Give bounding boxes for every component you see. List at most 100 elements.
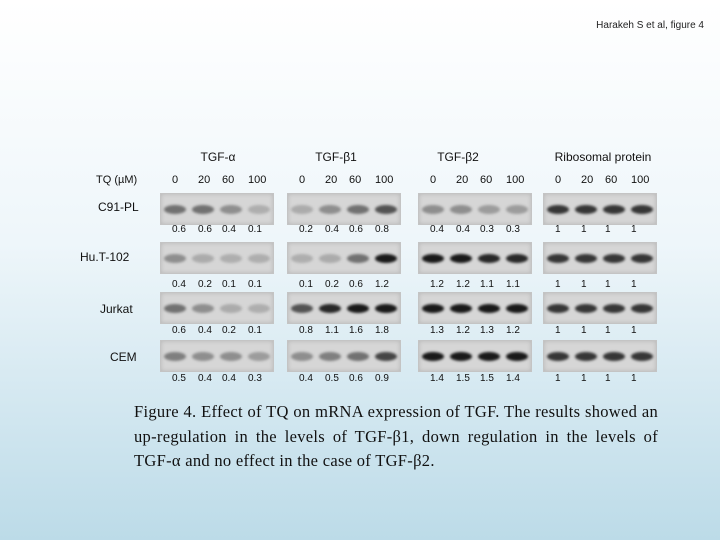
densitometry-value: 0.4 [198,325,212,336]
blot-band [291,303,313,313]
blot-band [422,351,444,361]
blot-band [164,351,186,361]
blot-band [631,253,653,263]
densitometry-value: 0.4 [299,373,313,384]
blot-band [192,253,214,263]
blot-band [375,204,397,214]
blot-band [291,204,313,214]
densitometry-value: 0.1 [248,325,262,336]
blot-image [160,292,274,324]
blot-image [418,292,532,324]
blot-band [450,204,472,214]
blot-band [319,204,341,214]
densitometry-value: 0.4 [222,224,236,235]
blot-band [220,351,242,361]
blot-band [319,253,341,263]
blot-band [575,351,597,361]
cell-line-label: CEM [110,350,137,364]
blot-band [347,253,369,263]
blot-band [506,253,528,263]
concentration-label: 0 [555,174,562,186]
concentration-label: 60 [480,174,493,186]
densitometry-value: 1.6 [349,325,363,336]
densitometry-value: 0.4 [456,224,470,235]
densitometry-value: 1 [631,279,637,290]
concentration-label: 60 [222,174,235,186]
column-title: Ribosomal protein [554,150,652,164]
blot-band [347,303,369,313]
densitometry-value: 1 [555,279,561,290]
blot-image [287,242,401,274]
blot-band [347,204,369,214]
densitometry-value: 0.6 [198,224,212,235]
blot-band [631,204,653,214]
densitometry-value: 0.1 [222,279,236,290]
densitometry-value: 1 [631,325,637,336]
blot-band [547,204,569,214]
densitometry-value: 1 [581,279,587,290]
densitometry-value: 1.2 [506,325,520,336]
densitometry-value: 1.2 [456,325,470,336]
blot-image [543,242,657,274]
blot-band [319,303,341,313]
blot-band [506,204,528,214]
blot-band [220,303,242,313]
blot-image [418,340,532,372]
blot-band [603,253,625,263]
blot-band [450,351,472,361]
densitometry-value: 1.2 [375,279,389,290]
concentration-label: 0 [430,174,437,186]
densitometry-value: 1 [631,224,637,235]
densitometry-value: 0.6 [349,224,363,235]
blot-band [422,303,444,313]
densitometry-value: 0.8 [375,224,389,235]
blot-image [418,193,532,225]
blot-band [631,303,653,313]
blot-image [160,193,274,225]
blot-band [248,303,270,313]
densitometry-value: 0.3 [506,224,520,235]
densitometry-value: 0.2 [198,279,212,290]
blot-image [160,340,274,372]
densitometry-value: 1 [631,373,637,384]
blot-image [287,340,401,372]
densitometry-value: 0.6 [349,279,363,290]
blot-band [603,351,625,361]
blot-band [450,303,472,313]
densitometry-value: 1.2 [456,279,470,290]
blot-band [478,351,500,361]
cell-line-label: Jurkat [100,302,133,316]
blot-band [220,253,242,263]
densitometry-value: 0.3 [480,224,494,235]
concentration-label: 20 [456,174,469,186]
blot-band [478,253,500,263]
blot-band [603,303,625,313]
blot-band [291,253,313,263]
densitometry-value: 1.3 [430,325,444,336]
densitometry-value: 0.5 [172,373,186,384]
densitometry-value: 1 [555,325,561,336]
blot-band [192,351,214,361]
densitometry-value: 1.1 [325,325,339,336]
concentration-label: 100 [631,174,650,186]
concentration-label: 100 [248,174,267,186]
densitometry-value: 1.4 [430,373,444,384]
concentration-label: 0 [299,174,306,186]
blot-band [506,303,528,313]
densitometry-value: 0.2 [299,224,313,235]
densitometry-value: 0.1 [248,279,262,290]
densitometry-value: 1 [605,224,611,235]
blot-band [192,303,214,313]
blot-band [422,253,444,263]
blot-image [160,242,274,274]
densitometry-value: 0.8 [299,325,313,336]
column-title: TGF-β2 [437,150,479,164]
densitometry-value: 1 [605,279,611,290]
densitometry-value: 0.6 [349,373,363,384]
blot-band [547,303,569,313]
blot-band [164,204,186,214]
figure-header-note: Harakeh S et al, figure 4 [596,20,704,31]
blot-image [287,193,401,225]
figure-caption: Figure 4. Effect of TQ on mRNA expressio… [134,402,658,470]
blot-band [164,253,186,263]
